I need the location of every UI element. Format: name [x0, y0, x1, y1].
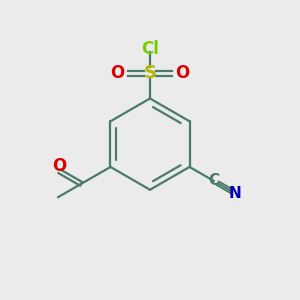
Text: C: C	[208, 173, 219, 188]
Text: O: O	[52, 157, 67, 175]
Text: O: O	[175, 64, 190, 82]
Text: S: S	[143, 64, 157, 82]
Text: O: O	[110, 64, 125, 82]
Text: N: N	[229, 186, 242, 201]
Text: Cl: Cl	[141, 40, 159, 58]
